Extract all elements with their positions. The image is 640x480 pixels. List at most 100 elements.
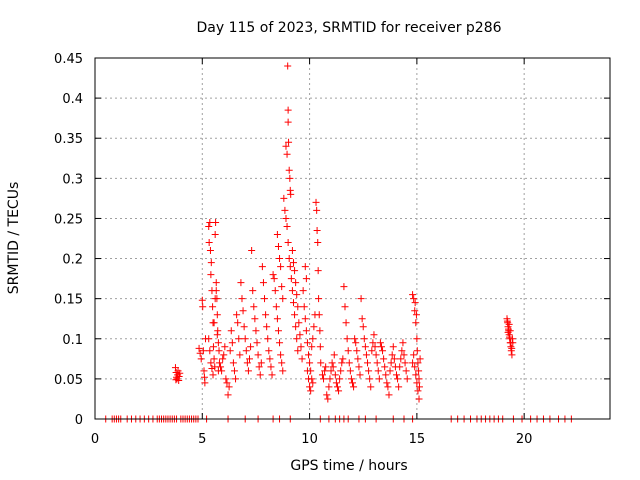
- data-point: [415, 395, 423, 403]
- data-point: [309, 335, 317, 343]
- data-point: [200, 367, 208, 375]
- data-point: [375, 375, 383, 383]
- data-point: [269, 271, 277, 279]
- data-point: [327, 367, 335, 375]
- data-point: [197, 355, 205, 363]
- data-point: [207, 259, 215, 267]
- data-point: [357, 295, 365, 303]
- data-point: [382, 371, 390, 379]
- data-point: [282, 214, 290, 222]
- data-point: [237, 279, 245, 287]
- data-point: [244, 367, 252, 375]
- data-point: [206, 247, 214, 255]
- data-point: [212, 218, 220, 226]
- data-point: [305, 375, 313, 383]
- data-point: [396, 363, 404, 371]
- data-point: [268, 371, 276, 379]
- data-point: [234, 319, 242, 327]
- y-tick-label: 0: [75, 413, 83, 428]
- data-point: [313, 226, 321, 234]
- data-point: [352, 339, 360, 347]
- data-point: [205, 222, 213, 230]
- x-tick-label: 10: [301, 432, 318, 447]
- data-point: [210, 355, 218, 363]
- data-point: [337, 367, 345, 375]
- data-point: [388, 351, 396, 359]
- data-point: [301, 315, 309, 323]
- data-point: [505, 320, 513, 328]
- data-point: [316, 343, 324, 351]
- data-point: [215, 359, 223, 367]
- data-point: [321, 367, 329, 375]
- data-point: [370, 331, 378, 339]
- data-point: [385, 391, 393, 399]
- data-point: [411, 363, 419, 371]
- data-point: [331, 371, 339, 379]
- data-point: [266, 355, 274, 363]
- data-point: [261, 295, 269, 303]
- data-point: [285, 138, 293, 146]
- data-point: [292, 279, 300, 287]
- y-tick-labels: 0 0.05 0.1 0.15 0.2 0.25 0.3 0.35 0.4 0.45: [54, 52, 83, 428]
- data-point: [336, 375, 344, 383]
- data-point: [325, 383, 333, 391]
- data-point: [279, 295, 287, 303]
- data-point: [289, 259, 297, 267]
- data-point: [284, 62, 292, 70]
- data-point: [212, 287, 220, 295]
- data-point: [233, 311, 241, 319]
- data-point: [413, 347, 421, 355]
- data-point: [377, 343, 385, 351]
- data-point: [509, 339, 517, 347]
- data-point: [506, 327, 514, 335]
- data-point: [383, 379, 391, 387]
- data-point: [356, 371, 364, 379]
- data-point: [413, 379, 421, 387]
- data-point: [387, 359, 395, 367]
- data-point: [384, 383, 392, 391]
- data-point: [251, 315, 259, 323]
- data-point: [368, 347, 376, 355]
- data-point: [274, 243, 282, 251]
- data-point: [297, 343, 305, 351]
- data-point: [306, 383, 314, 391]
- data-point: [508, 344, 516, 352]
- data-point: [399, 339, 407, 347]
- data-point: [218, 367, 226, 375]
- data-point: [400, 351, 408, 359]
- data-point: [238, 295, 246, 303]
- data-point: [214, 339, 222, 347]
- data-point: [209, 371, 217, 379]
- data-point: [349, 379, 356, 387]
- data-point: [232, 375, 240, 383]
- data-point: [395, 383, 403, 391]
- data-point: [308, 343, 316, 351]
- x-tick-labels: 0 5 10 15 20: [91, 432, 533, 447]
- data-point: [277, 263, 285, 271]
- y-tick-label: 0.1: [62, 333, 83, 348]
- data-point: [205, 239, 213, 247]
- data-point: [293, 335, 301, 343]
- data-point: [411, 299, 419, 307]
- data-point: [415, 375, 423, 383]
- data-point: [199, 347, 207, 355]
- data-point: [390, 355, 398, 363]
- data-point: [341, 303, 349, 311]
- data-point: [247, 343, 255, 351]
- data-point: [346, 367, 354, 375]
- data-point: [207, 359, 215, 367]
- data-point: [294, 303, 302, 311]
- x-tick-label: 15: [409, 432, 426, 447]
- data-point: [284, 118, 292, 126]
- data-point: [265, 347, 273, 355]
- data-point: [392, 371, 400, 379]
- data-point: [280, 194, 288, 202]
- data-point: [345, 359, 353, 367]
- data-point: [288, 287, 296, 295]
- data-point: [307, 387, 315, 395]
- data-point: [398, 347, 406, 355]
- data-point: [371, 343, 379, 351]
- data-point: [416, 355, 424, 363]
- grid-lines: [95, 57, 610, 419]
